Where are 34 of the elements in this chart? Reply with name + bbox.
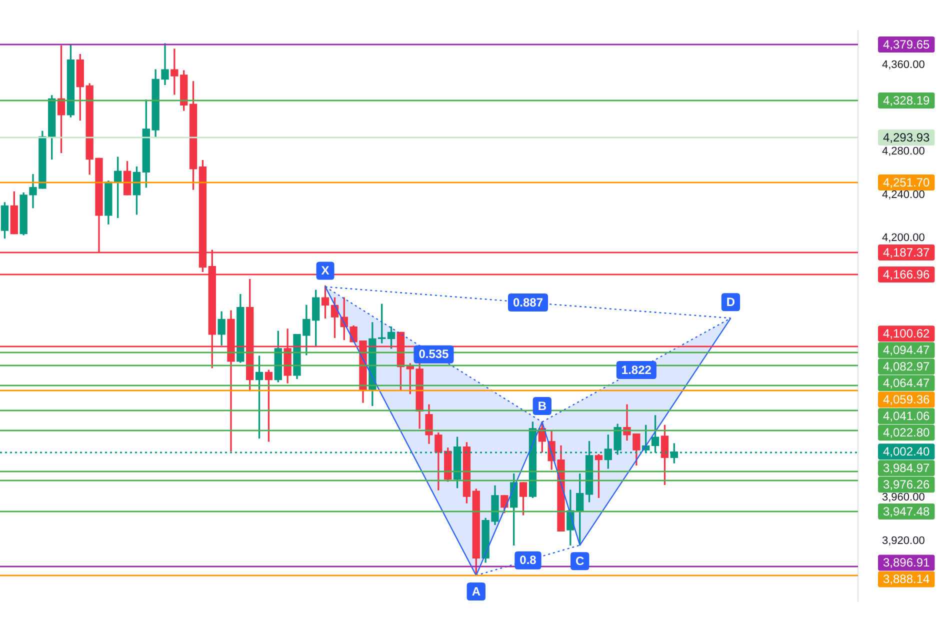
ref-line-label: 4,328.19 bbox=[883, 93, 930, 108]
annotation: C bbox=[576, 554, 585, 568]
ref-line-label: 4,082.97 bbox=[883, 359, 930, 374]
ref-line-label: 4,251.70 bbox=[883, 175, 930, 190]
ref-line-label: 4,100.62 bbox=[883, 326, 930, 340]
annotation: X bbox=[321, 264, 330, 278]
ref-line-label: 3,947.48 bbox=[883, 504, 930, 518]
ref-line-label: 4,187.37 bbox=[883, 245, 930, 260]
ref-line-label: 3,888.14 bbox=[883, 572, 930, 586]
ref-line-label: 4,041.06 bbox=[883, 408, 930, 423]
ref-line-label: 4,293.93 bbox=[883, 130, 930, 144]
ref-line-label: 4,059.36 bbox=[883, 392, 930, 406]
annotation: 0.535 bbox=[418, 347, 450, 362]
y-tick-label: 4,200.00 bbox=[882, 232, 925, 244]
ref-line-label: 4,166.96 bbox=[883, 267, 930, 282]
ref-line-label: 4,379.65 bbox=[883, 37, 930, 52]
annotation: D bbox=[726, 294, 736, 309]
y-tick-label: 4,360.00 bbox=[882, 59, 925, 72]
y-tick-label: 3,920.00 bbox=[882, 534, 925, 547]
ref-line-label: 4,094.47 bbox=[883, 342, 930, 357]
annotation: 0.8 bbox=[520, 553, 537, 568]
annotation: B bbox=[538, 398, 547, 413]
annotation: 0.887 bbox=[512, 295, 544, 310]
y-tick-label: 4,240.00 bbox=[882, 188, 925, 201]
ref-line-label: 4,022.80 bbox=[883, 425, 930, 440]
y-tick-label: 3,960.00 bbox=[882, 492, 925, 504]
ref-line-label: 3,976.26 bbox=[883, 477, 930, 492]
y-tick-label: 4,280.00 bbox=[882, 146, 925, 158]
ref-line-label: 4,064.47 bbox=[883, 376, 930, 390]
annotation: 1.822 bbox=[621, 362, 652, 377]
ref-line-label: 3,984.97 bbox=[883, 460, 930, 475]
ref-line-label: 3,896.91 bbox=[883, 556, 930, 570]
annotation: A bbox=[472, 584, 481, 598]
ref-line-label: 4,002.40 bbox=[883, 444, 930, 458]
